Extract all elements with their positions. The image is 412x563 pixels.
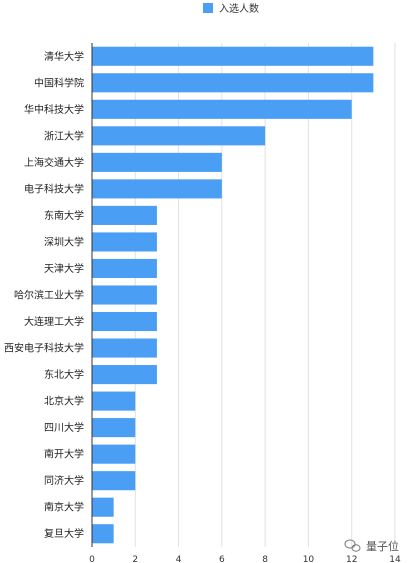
- bars: [92, 46, 374, 544]
- legend-swatch: [203, 3, 213, 13]
- bar: [92, 232, 157, 252]
- bar: [92, 338, 157, 358]
- bar: [92, 258, 157, 279]
- category-labels: 清华大学中国科学院华中科技大学浙江大学上海交通大学电子科技大学东南大学深圳大学天…: [4, 50, 84, 540]
- wechat-icon: [344, 539, 361, 552]
- bar: [92, 126, 266, 146]
- category-label: 华中科技大学: [24, 103, 84, 116]
- category-label: 电子科技大学: [24, 182, 84, 195]
- category-label: 北京大学: [44, 395, 84, 408]
- category-label: 上海交通大学: [24, 156, 84, 169]
- bar: [92, 179, 222, 199]
- x-tick-labels: 0 2 4 6 8 10 12 14: [89, 555, 401, 563]
- x-tick-label: 10: [303, 555, 315, 563]
- bar: [92, 497, 114, 517]
- bar: [92, 391, 136, 411]
- bar: [92, 365, 157, 385]
- x-tick-label: 0: [89, 555, 95, 563]
- category-label: 南京大学: [44, 501, 84, 514]
- bar: [92, 73, 374, 93]
- x-tick-label: 12: [346, 555, 357, 563]
- bar: [92, 46, 374, 66]
- watermark: 量子位: [344, 539, 399, 553]
- bar: [92, 471, 136, 491]
- category-label: 深圳大学: [44, 235, 84, 248]
- category-label: 天津大学: [44, 262, 84, 275]
- bar: [92, 444, 136, 464]
- x-tick-label: 2: [132, 555, 138, 563]
- bar: [92, 418, 136, 438]
- category-label: 南开大学: [44, 448, 84, 461]
- legend: 入选人数: [203, 2, 259, 15]
- bar: [92, 205, 157, 225]
- category-label: 清华大学: [44, 50, 84, 63]
- category-label: 中国科学院: [34, 76, 84, 89]
- x-tick-label: 8: [262, 555, 268, 563]
- x-tick-label: 4: [176, 555, 182, 563]
- bar: [92, 524, 114, 544]
- category-label: 东南大学: [44, 209, 84, 222]
- category-label: 四川大学: [44, 421, 84, 434]
- category-label: 同济大学: [44, 474, 84, 487]
- x-tick-label: 14: [389, 555, 401, 563]
- category-label: 复旦大学: [44, 527, 84, 540]
- x-tick-label: 6: [219, 555, 225, 563]
- legend-label: 入选人数: [219, 2, 259, 15]
- category-label: 西安电子科技大学: [4, 342, 84, 355]
- category-label: 大连理工大学: [24, 315, 84, 328]
- category-label: 浙江大学: [44, 129, 84, 142]
- bar: [92, 152, 222, 172]
- watermark-label: 量子位: [366, 539, 399, 553]
- bar: [92, 99, 352, 119]
- category-label: 哈尔滨工业大学: [14, 289, 84, 302]
- category-label: 东北大学: [44, 368, 84, 381]
- bar: [92, 285, 157, 305]
- bar: [92, 311, 157, 332]
